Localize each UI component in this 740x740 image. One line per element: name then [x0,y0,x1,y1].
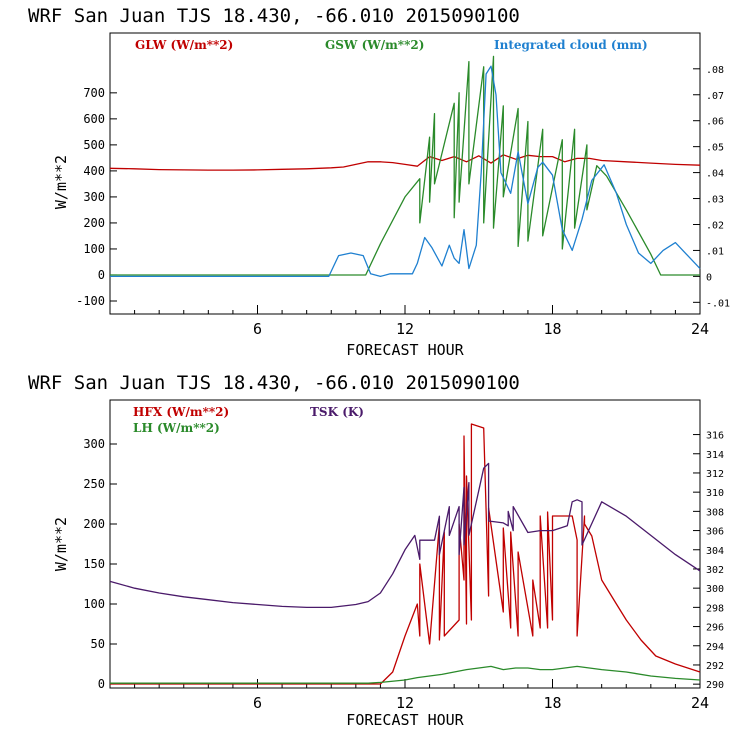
y2-tick-label: 292 [706,661,724,672]
cloud-line [110,65,701,278]
y-tick-label: 300 [83,437,105,451]
chart-top-y-axis: -100 0 100 200 300 400 500 600 700 [76,86,117,308]
x-tick-label: 6 [253,694,262,712]
chart-bottom-title: WRF San Juan TJS 18.430, -66.010 2015090… [28,372,520,394]
legend-glw: GLW (W/m**2) [135,38,233,52]
y2-tick-label: .01 [706,246,724,257]
legend-hfx: HFX (W/m**2) [133,405,229,419]
y-tick-label: 0 [98,677,105,691]
chart-bottom-x-axis: 6 12 18 24 [134,679,709,712]
y2-tick-label: 296 [706,623,724,634]
chart-top-ylabel: W/m**2 [52,155,70,209]
y2-tick-label: 304 [706,546,724,557]
y2-tick-label: .08 [706,65,724,76]
chart-top: WRF San Juan TJS 18.430, -66.010 2015090… [28,5,730,359]
y2-tick-label: 302 [706,565,724,576]
y2-tick-label: .06 [706,117,724,128]
y-tick-label: 150 [83,557,105,571]
chart-top-y2-axis: -.01 0 .01 .02 .03 .04 .05 .06 .07 .08 [693,65,730,309]
y2-tick-label: 290 [706,680,724,691]
chart-top-frame [109,32,701,315]
chart-bottom-y-axis: 0 50 100 150 200 250 300 [83,437,117,691]
y2-tick-label: -.01 [706,298,730,309]
y2-tick-label: 308 [706,507,724,518]
y-tick-label: 100 [83,242,105,256]
chart-bottom-xlabel: FORECAST HOUR [346,711,464,729]
y-tick-label: 700 [83,86,105,100]
y2-tick-label: 314 [706,450,724,461]
chart-bottom: WRF San Juan TJS 18.430, -66.010 2015090… [28,372,724,729]
chart-top-x-axis: 6 12 18 24 [134,305,709,338]
y2-tick-label: .02 [706,220,724,231]
y-tick-label: 50 [91,637,105,651]
y2-tick-label: 310 [706,488,724,499]
x-tick-label: 18 [543,694,561,712]
y-tick-label: -100 [76,294,105,308]
tsk-line [109,462,701,609]
x-tick-label: 24 [691,320,709,338]
x-tick-label: 24 [691,694,709,712]
y-tick-label: 200 [83,216,105,230]
y2-tick-label: .07 [706,91,724,102]
chart-bottom-y2-axis: 290 292 294 296 298 300 302 304 306 308 310 312 314 3… [693,431,724,691]
y2-tick-label: 306 [706,527,724,538]
y2-tick-label: .05 [706,143,724,154]
y2-tick-label: .03 [706,195,724,206]
lh-line [110,665,701,684]
y-tick-label: 100 [83,597,105,611]
chart-bottom-frame [109,399,701,689]
legend-lh: LH (W/m**2) [133,421,220,435]
chart-top-xlabel: FORECAST HOUR [346,341,464,359]
y-tick-label: 200 [83,517,105,531]
chart-top-series [109,55,701,278]
chart-bottom-ylabel: W/m**2 [52,517,70,571]
y2-tick-label: .04 [706,169,724,180]
chart-bottom-series [109,423,701,685]
y2-tick-label: 294 [706,642,724,653]
y2-tick-label: 316 [706,431,724,442]
x-tick-label: 12 [396,694,414,712]
hfx-line [110,423,701,685]
y-tick-label: 500 [83,138,105,152]
chart-top-title: WRF San Juan TJS 18.430, -66.010 2015090… [28,5,520,27]
x-tick-label: 18 [543,320,561,338]
y-tick-label: 250 [83,477,105,491]
y-tick-label: 300 [83,190,105,204]
x-tick-label: 12 [396,320,414,338]
y2-tick-label: 0 [706,272,712,283]
legend-cloud: Integrated cloud (mm) [494,38,648,52]
y-tick-label: 600 [83,112,105,126]
y2-tick-label: 300 [706,584,724,595]
y2-tick-label: 298 [706,603,724,614]
y-tick-label: 400 [83,164,105,178]
y2-tick-label: 312 [706,469,724,480]
legend-tsk: TSK (K) [310,405,364,419]
gsw-line [110,55,700,276]
y-tick-label: 0 [98,268,105,282]
glw-line [109,154,701,171]
legend-gsw: GSW (W/m**2) [325,38,424,52]
x-tick-label: 6 [253,320,262,338]
